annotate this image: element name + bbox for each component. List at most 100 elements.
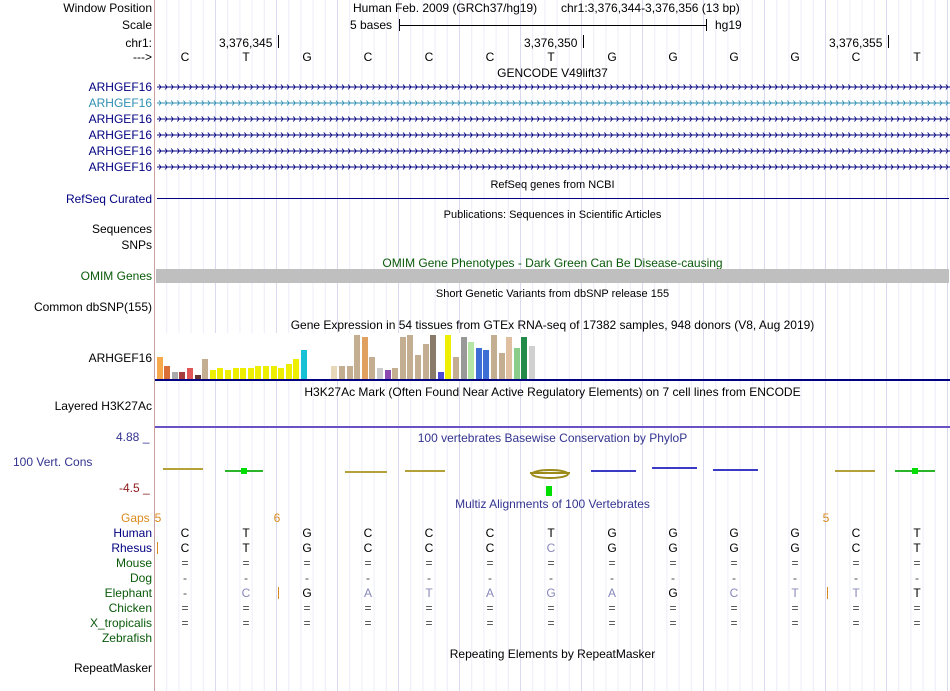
gtex-tissue-bar[interactable] [338,365,345,379]
gtex-tissue-bar[interactable] [224,370,231,379]
alignment-base: - [793,571,797,585]
gtex-tissue-bar[interactable] [445,335,452,379]
gtex-tissue-bar[interactable] [300,350,307,379]
gtex-baseline [155,379,950,381]
gtex-tissue-bar[interactable] [361,337,368,379]
repeat-label[interactable]: RepeatMasker [73,661,152,675]
alignment-base: = [852,616,860,630]
gtex-tissue-bar[interactable] [468,341,475,379]
gtex-tissue-bar[interactable] [194,374,201,379]
gtex-tissue-bar[interactable] [232,368,239,379]
sequences-label[interactable]: Sequences [91,222,152,236]
alignment-base: G [790,541,800,555]
assembly-name[interactable]: Human Feb. 2009 (GRCh37/hg19) [353,1,538,15]
gtex-tissue-bar[interactable] [179,372,186,379]
gtex-tissue-bar[interactable] [414,354,421,379]
gencode-gene-label[interactable]: ARHGEF16 [88,96,152,110]
dbsnp-label[interactable]: Common dbSNP(155) [33,300,152,314]
gtex-tissue-bar[interactable] [255,365,262,379]
gtex-tissue-bar[interactable] [346,365,353,379]
species-label[interactable]: Dog [129,571,152,585]
alignment-base: A [363,586,372,600]
gtex-tissue-bar[interactable] [209,370,216,379]
gtex-tissue-bar[interactable] [392,368,399,379]
gtex-tissue-bar[interactable] [240,368,247,379]
gtex-tissue-bar[interactable] [437,372,444,379]
gtex-tissue-bar[interactable] [384,370,391,379]
gtex-tissue-bar[interactable] [528,346,535,379]
dna-base: G [607,50,617,64]
cons-label[interactable]: 100 Vert. Cons [13,455,93,469]
refseq-line[interactable] [157,198,949,199]
snps-label[interactable]: SNPs [121,238,152,252]
gtex-tissue-bar[interactable] [164,365,171,379]
gtex-tissue-bar[interactable] [171,372,178,379]
alignment-base: G [302,526,312,540]
gtex-tissue-bar[interactable] [278,368,285,379]
refseq-label[interactable]: RefSeq Curated [65,192,152,206]
refseq-title: RefSeq genes from NCBI [490,179,615,191]
gencode-gene-label[interactable]: ARHGEF16 [88,144,152,158]
gtex-tissue-bar[interactable] [407,335,414,379]
gtex-tissue-bar[interactable] [293,359,300,379]
gencode-transcript[interactable] [155,96,950,110]
omim-label[interactable]: OMIM Genes [80,269,152,283]
gtex-tissue-bar[interactable] [331,365,338,379]
label-divider [154,0,155,691]
gtex-tissue-bar[interactable] [247,368,254,379]
gtex-tissue-bar[interactable] [483,350,490,379]
species-label[interactable]: Mouse [115,556,152,570]
gtex-tissue-bar[interactable] [156,357,163,379]
cons-segment [591,470,636,472]
species-label[interactable]: Zebrafish [101,631,152,645]
gtex-tissue-bar[interactable] [186,368,193,379]
alignment-base: G [729,541,739,555]
gtex-tissue-bar[interactable] [460,337,467,379]
gtex-tissue-bar[interactable] [475,348,482,379]
gtex-tissue-bar[interactable] [270,365,277,379]
gencode-transcript[interactable] [155,160,950,174]
coordinates[interactable]: chr1:3,376,344-3,376,356 (13 bp) [561,1,740,15]
gtex-tissue-bar[interactable] [513,348,520,379]
gtex-tissue-bar[interactable] [285,363,292,379]
species-label[interactable]: Human [113,526,152,540]
alignment-base: - [854,571,858,585]
gencode-gene-label[interactable]: ARHGEF16 [88,80,152,94]
gtex-tissue-bar[interactable] [369,357,376,379]
gencode-transcript[interactable] [155,144,950,158]
gtex-tissue-bar[interactable] [376,368,383,379]
alignment-base: = [242,616,250,630]
alignment-base: = [730,616,738,630]
gtex-label[interactable]: ARHGEF16 [88,351,152,365]
gtex-tissue-bar[interactable] [217,368,224,379]
gencode-gene-label[interactable]: ARHGEF16 [88,112,152,126]
h3k-label[interactable]: Layered H3K27Ac [54,399,152,413]
gencode-transcript[interactable] [155,112,950,126]
gtex-tissue-bar[interactable] [521,337,528,379]
gtex-tissue-bar[interactable] [506,337,513,379]
species-label[interactable]: Elephant [104,586,152,600]
species-label[interactable]: Chicken [108,601,152,615]
tick-label: 3,376,350 [524,36,578,50]
gtex-tissue-bar[interactable] [202,359,209,379]
gtex-tissue-bar[interactable] [422,343,429,379]
omim-bar[interactable] [156,269,949,283]
gtex-tissue-bar[interactable] [452,357,459,379]
gencode-gene-label[interactable]: ARHGEF16 [88,160,152,174]
gtex-tissue-bar[interactable] [262,365,269,379]
gtex-tissue-bar[interactable] [399,337,406,379]
gaps-label[interactable]: Gaps [121,511,150,525]
gtex-tissue-bar[interactable] [490,335,497,379]
gencode-transcript[interactable] [155,80,950,94]
gtex-tissue-bar[interactable] [430,335,437,379]
gtex-tissue-bar[interactable] [498,352,505,379]
gencode-transcript[interactable] [155,128,950,142]
gtex-tissue-bar[interactable] [354,335,361,379]
gencode-gene-label[interactable]: ARHGEF16 [88,128,152,142]
alignment-base: C [485,526,495,540]
conservation-wiggle[interactable] [155,460,950,496]
species-label[interactable]: X_tropicalis [89,616,152,630]
gtex-bar-chart[interactable] [156,333,536,379]
alignment-base: = [486,616,494,630]
species-label[interactable]: Rhesus [111,541,152,555]
